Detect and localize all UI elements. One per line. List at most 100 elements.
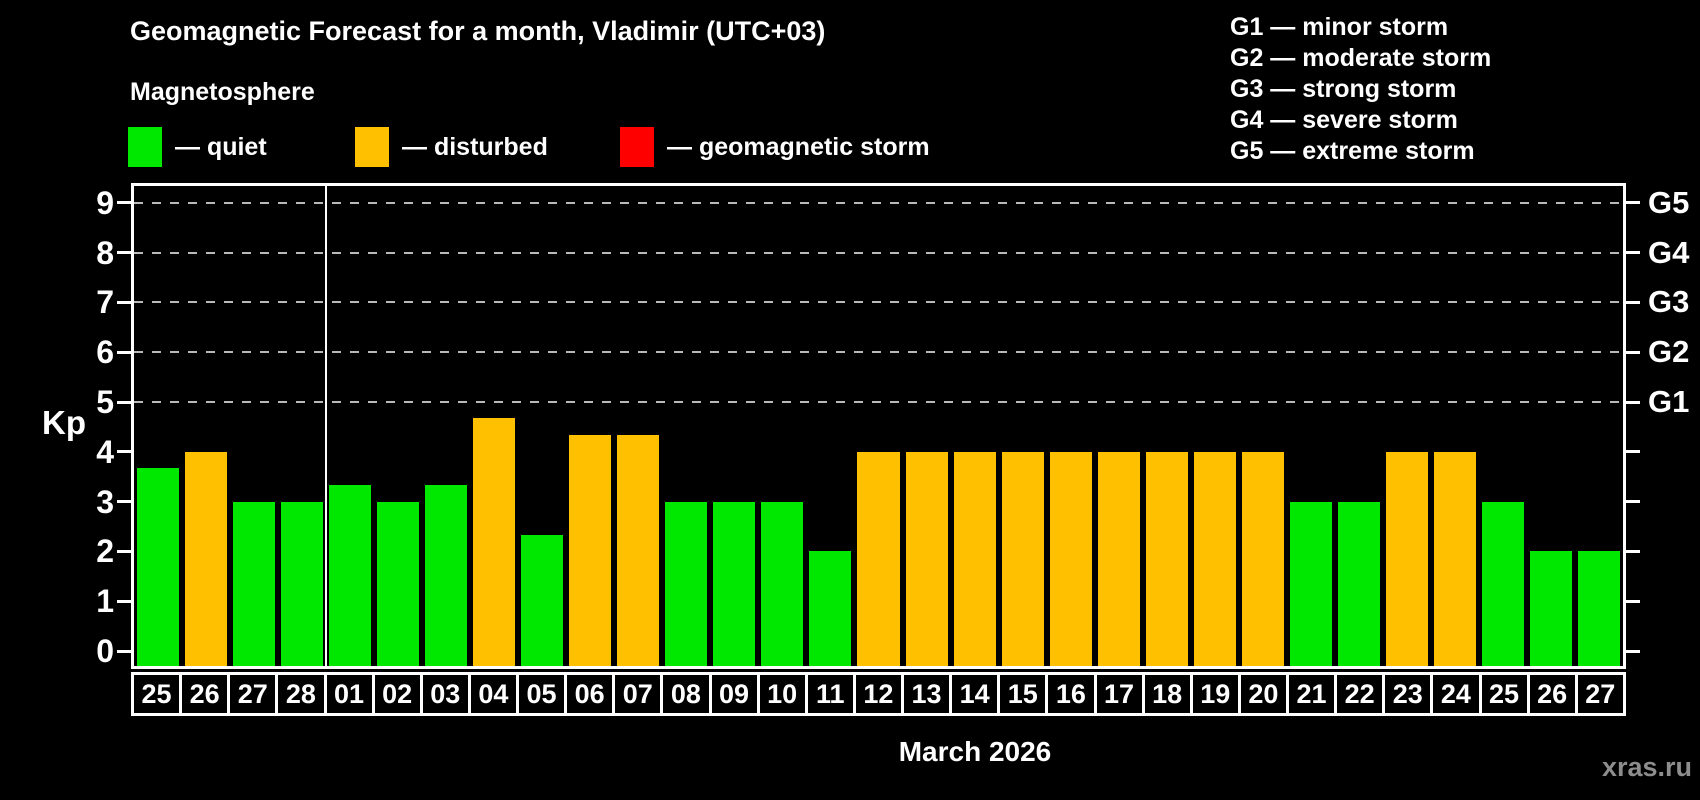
day-label-cell-27: 27 — [227, 672, 279, 716]
legend-label-quiet: — quiet — [175, 132, 267, 161]
y-axis-label-4: 4 — [96, 433, 114, 470]
gridline-kp-9 — [134, 201, 1623, 204]
y-axis-label-9: 9 — [96, 184, 114, 221]
y-tick-1 — [117, 599, 131, 603]
y-axis-label-7: 7 — [96, 284, 114, 321]
y-tick-9 — [117, 201, 131, 205]
day-label-cell-28: 28 — [275, 672, 327, 716]
y-axis-title: Kp — [42, 404, 86, 441]
day-label-cell-11: 11 — [804, 672, 856, 716]
kp-bar-04 — [473, 418, 516, 666]
kp-bar-08 — [665, 501, 708, 666]
day-label-cell-27: 27 — [1574, 672, 1626, 716]
day-label-cell-02: 02 — [371, 672, 423, 716]
y-axis-label-6: 6 — [96, 334, 114, 371]
y-axis-label-5: 5 — [96, 384, 114, 420]
kp-bar-17 — [1097, 451, 1140, 666]
page-title: Geomagnetic Forecast for a month, Vladim… — [130, 16, 826, 46]
day-label-cell-26: 26 — [179, 672, 231, 716]
day-label-cell-26: 26 — [1526, 672, 1578, 716]
day-label-cell-05: 05 — [516, 672, 568, 716]
y-tick-7 — [117, 300, 131, 304]
kp-bar-21 — [1289, 501, 1332, 666]
kp-bar-11 — [809, 551, 852, 666]
y-tick-3 — [117, 500, 131, 504]
day-label-cell-21: 21 — [1286, 672, 1338, 716]
quiet-color-swatch — [128, 127, 162, 167]
storm-scale-item-g4: G4 — severe storm — [1230, 106, 1458, 134]
y-tick-5 — [117, 400, 131, 404]
gridline-kp-7 — [134, 301, 1623, 304]
day-label-cell-07: 07 — [612, 672, 664, 716]
right-axis-label-g3: G3 — [1648, 284, 1690, 320]
month-year-label: March 2026 — [898, 736, 1052, 767]
kp-bar-27 — [1577, 551, 1620, 666]
y-axis-label-2: 2 — [96, 533, 114, 570]
y-axis-label-3: 3 — [96, 483, 114, 520]
right-tick-6 — [1626, 350, 1640, 354]
right-axis-label-g1: G1 — [1648, 384, 1690, 419]
y-tick-6 — [117, 350, 131, 354]
day-label-cell-25: 25 — [131, 672, 183, 716]
kp-bar-02 — [377, 501, 420, 666]
right-tick-9 — [1626, 201, 1640, 205]
y-tick-0 — [117, 649, 131, 653]
kp-bar-19 — [1193, 451, 1236, 666]
disturbed-color-swatch — [355, 127, 389, 167]
kp-bar-03 — [425, 485, 468, 666]
day-label-cell-25: 25 — [1478, 672, 1530, 716]
storm-scale-legend: G1 — minor storm G2 — moderate storm G3 … — [1230, 12, 1491, 167]
y-tick-8 — [117, 251, 131, 255]
kp-bar-25 — [1481, 501, 1524, 666]
legend-item-disturbed: — disturbed — [355, 126, 548, 168]
right-tick-0 — [1626, 649, 1640, 653]
day-label-cell-08: 08 — [660, 672, 712, 716]
day-label-cell-09: 09 — [708, 672, 760, 716]
storm-scale-item-g3: G3 — strong storm — [1230, 75, 1457, 103]
day-label-cell-04: 04 — [467, 672, 519, 716]
kp-bar-14 — [953, 451, 996, 666]
kp-bar-26 — [185, 451, 228, 666]
storm-scale-item-g1: G1 — minor storm — [1230, 13, 1449, 41]
y-axis-label-0: 0 — [96, 633, 114, 669]
kp-bar-09 — [713, 501, 756, 666]
storm-scale-item-g2: G2 — moderate storm — [1230, 44, 1492, 72]
day-label-cell-17: 17 — [1093, 672, 1145, 716]
magnetosphere-subtitle: Magnetosphere — [130, 78, 315, 106]
x-axis-day-labels: 25 26 27 28 01 02 03 04 05 06 07 08 09 10 11 12 13 14 15 16… — [131, 672, 1626, 716]
right-axis-label-g4: G4 — [1648, 234, 1690, 270]
legend-item-quiet: — quiet — [128, 126, 267, 168]
y-axis-label-1: 1 — [96, 583, 114, 620]
right-axis-label-g5: G5 — [1648, 184, 1690, 220]
day-label-cell-12: 12 — [852, 672, 904, 716]
y-tick-2 — [117, 549, 131, 553]
day-label-cell-22: 22 — [1334, 672, 1386, 716]
day-label-cell-10: 10 — [756, 672, 808, 716]
watermark-xras: xras.ru — [1601, 752, 1692, 782]
day-label-cell-01: 01 — [323, 672, 375, 716]
kp-bar-06 — [569, 435, 612, 666]
day-label-cell-15: 15 — [997, 672, 1049, 716]
kp-bar-28 — [281, 501, 324, 666]
right-axis-label-g2: G2 — [1648, 334, 1690, 370]
day-label-cell-16: 16 — [1045, 672, 1097, 716]
day-label-cell-19: 19 — [1189, 672, 1241, 716]
storm-color-swatch — [620, 127, 654, 167]
day-label-cell-23: 23 — [1382, 672, 1434, 716]
kp-bar-13 — [905, 451, 948, 666]
day-label-cell-03: 03 — [419, 672, 471, 716]
kp-bar-01 — [329, 485, 372, 666]
legend-item-storm: — geomagnetic storm — [620, 126, 930, 168]
gridline-kp-8 — [134, 251, 1623, 254]
kp-bar-18 — [1145, 451, 1188, 666]
kp-bar-22 — [1337, 501, 1380, 666]
kp-bar-20 — [1241, 451, 1284, 666]
kp-bar-05 — [521, 534, 564, 666]
right-tick-1 — [1626, 599, 1640, 603]
right-tick-4 — [1626, 450, 1640, 454]
kp-bar-25 — [137, 468, 180, 666]
kp-bar-16 — [1049, 451, 1092, 666]
kp-bar-07 — [617, 435, 660, 666]
gridline-kp-6 — [134, 351, 1623, 354]
